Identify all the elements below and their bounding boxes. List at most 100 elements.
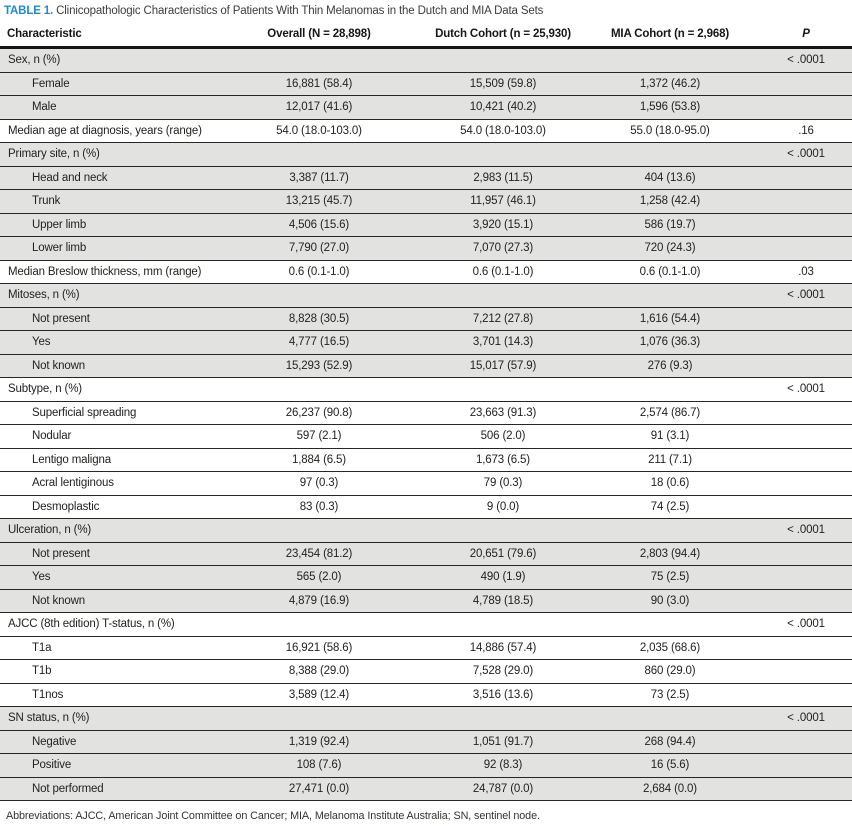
section-row: AJCC (8th edition) T-status, n (%) < .000… xyxy=(0,612,852,637)
dutch-cohort-value-cell xyxy=(400,612,606,637)
overall-value-cell: 3,387 (11.7) xyxy=(238,166,400,190)
table-row: Lentigo maligna 1,884 (6.5) 1,673 (6.5) 211… xyxy=(0,448,852,472)
mia-cohort-value-cell xyxy=(606,377,734,402)
table-row: Lower limb 7,790 (27.0) 7,070 (27.3) 720 (2… xyxy=(0,236,852,261)
mia-cohort-value-cell: 1,616 (54.4) xyxy=(606,307,734,331)
characteristic-cell: Not present xyxy=(0,307,238,331)
p-value-cell xyxy=(734,777,852,801)
characteristic-cell: T1b xyxy=(0,659,238,684)
overall-value-cell: 108 (7.6) xyxy=(238,753,400,778)
dutch-cohort-value-cell: 0.6 (0.1-1.0) xyxy=(400,260,606,284)
dutch-cohort-value-cell: 7,528 (29.0) xyxy=(400,659,606,684)
p-value-cell: < .0001 xyxy=(734,377,852,402)
p-value-cell xyxy=(734,354,852,378)
table-row: Not known 4,879 (16.9) 4,789 (18.5) 90 (3.0… xyxy=(0,589,852,613)
overall-value-cell xyxy=(238,612,400,637)
overall-value-cell: 1,319 (92.4) xyxy=(238,730,400,754)
mia-cohort-value-cell: 2,684 (0.0) xyxy=(606,777,734,801)
characteristic-cell: Head and neck xyxy=(0,166,238,190)
overall-value-cell: 27,471 (0.0) xyxy=(238,777,400,801)
characteristic-cell: Desmoplastic xyxy=(0,495,238,519)
p-value-cell: < .0001 xyxy=(734,612,852,637)
mia-cohort-value-cell: 2,035 (68.6) xyxy=(606,636,734,660)
overall-value-cell xyxy=(238,47,400,73)
mia-cohort-value-cell xyxy=(606,142,734,167)
dutch-cohort-value-cell xyxy=(400,283,606,308)
table-row: Superficial spreading 26,237 (90.8) 23,663… xyxy=(0,401,852,425)
dutch-cohort-value-cell: 3,920 (15.1) xyxy=(400,213,606,237)
dutch-cohort-value-cell: 11,957 (46.1) xyxy=(400,189,606,214)
p-value-cell xyxy=(734,683,852,707)
overall-value-cell: 3,589 (12.4) xyxy=(238,683,400,707)
p-value-cell: .03 xyxy=(734,260,852,284)
table-row: T1b 8,388 (29.0) 7,528 (29.0) 860 (29.0) xyxy=(0,659,852,684)
characteristic-cell: Not present xyxy=(0,542,238,566)
abbreviations-footnote: Abbreviations: AJCC, American Joint Comm… xyxy=(6,810,540,822)
characteristic-cell: AJCC (8th edition) T-status, n (%) xyxy=(0,612,238,637)
section-row: Subtype, n (%) < .0001 xyxy=(0,377,852,402)
characteristics-table: Characteristic Overall (N = 28,898) Dutc… xyxy=(0,23,852,801)
overall-value-cell: 54.0 (18.0-103.0) xyxy=(238,119,400,143)
column-header-p-value: P xyxy=(734,23,852,49)
characteristic-cell: Median age at diagnosis, years (range) xyxy=(0,119,238,143)
p-value-cell xyxy=(734,495,852,519)
table-row: Yes 4,777 (16.5) 3,701 (14.3) 1,076 (36.3) xyxy=(0,330,852,355)
table-row: T1nos 3,589 (12.4) 3,516 (13.6) 73 (2.5) xyxy=(0,683,852,707)
column-header-overall: Overall (N = 28,898) xyxy=(238,23,400,49)
p-value-cell xyxy=(734,659,852,684)
dutch-cohort-value-cell xyxy=(400,47,606,73)
characteristic-cell: Yes xyxy=(0,565,238,590)
dutch-cohort-value-cell: 7,070 (27.3) xyxy=(400,236,606,261)
overall-value-cell: 12,017 (41.6) xyxy=(238,95,400,120)
overall-value-cell: 4,879 (16.9) xyxy=(238,589,400,613)
dutch-cohort-value-cell: 23,663 (91.3) xyxy=(400,401,606,425)
table-row: T1a 16,921 (58.6) 14,886 (57.4) 2,035 (68.6… xyxy=(0,636,852,660)
mia-cohort-value-cell xyxy=(606,518,734,543)
p-value-cell: < .0001 xyxy=(734,706,852,731)
mia-cohort-value-cell: 1,076 (36.3) xyxy=(606,330,734,355)
overall-value-cell: 23,454 (81.2) xyxy=(238,542,400,566)
dutch-cohort-value-cell: 15,017 (57.9) xyxy=(400,354,606,378)
overall-value-cell: 8,828 (30.5) xyxy=(238,307,400,331)
table-row: Not present 8,828 (30.5) 7,212 (27.8) 1,616… xyxy=(0,307,852,331)
overall-value-cell: 16,921 (58.6) xyxy=(238,636,400,660)
column-header-characteristic: Characteristic xyxy=(0,23,238,49)
table-row: Upper limb 4,506 (15.6) 3,920 (15.1) 586 (1… xyxy=(0,213,852,237)
dutch-cohort-value-cell: 3,701 (14.3) xyxy=(400,330,606,355)
characteristic-cell: T1nos xyxy=(0,683,238,707)
mia-cohort-value-cell xyxy=(606,612,734,637)
mia-cohort-value-cell: 1,596 (53.8) xyxy=(606,95,734,120)
mia-cohort-value-cell: 404 (13.6) xyxy=(606,166,734,190)
mia-cohort-value-cell: 586 (19.7) xyxy=(606,213,734,237)
characteristic-cell: Not known xyxy=(0,589,238,613)
overall-value-cell: 0.6 (0.1-1.0) xyxy=(238,260,400,284)
mia-cohort-value-cell: 16 (5.6) xyxy=(606,753,734,778)
mia-cohort-value-cell: 55.0 (18.0-95.0) xyxy=(606,119,734,143)
p-value-cell: < .0001 xyxy=(734,283,852,308)
mia-cohort-value-cell: 74 (2.5) xyxy=(606,495,734,519)
p-value-cell xyxy=(734,448,852,472)
p-value-cell xyxy=(734,542,852,566)
overall-value-cell: 26,237 (90.8) xyxy=(238,401,400,425)
table-title: TABLE 1. Clinicopathologic Characteristi… xyxy=(0,0,852,23)
overall-value-cell xyxy=(238,706,400,731)
characteristic-cell: Lentigo maligna xyxy=(0,448,238,472)
dutch-cohort-value-cell: 14,886 (57.4) xyxy=(400,636,606,660)
characteristic-cell: Upper limb xyxy=(0,213,238,237)
mia-cohort-value-cell: 0.6 (0.1-1.0) xyxy=(606,260,734,284)
dutch-cohort-value-cell xyxy=(400,518,606,543)
overall-value-cell: 565 (2.0) xyxy=(238,565,400,590)
p-value-cell: < .0001 xyxy=(734,518,852,543)
dutch-cohort-value-cell: 7,212 (27.8) xyxy=(400,307,606,331)
section-row: Median age at diagnosis, years (range) 54… xyxy=(0,119,852,143)
table-number-label: TABLE 1. xyxy=(4,5,54,17)
overall-value-cell: 7,790 (27.0) xyxy=(238,236,400,261)
overall-value-cell xyxy=(238,142,400,167)
p-value-cell xyxy=(734,236,852,261)
dutch-cohort-value-cell: 92 (8.3) xyxy=(400,753,606,778)
characteristic-cell: Female xyxy=(0,72,238,96)
overall-value-cell: 597 (2.1) xyxy=(238,424,400,449)
table-row: Yes 565 (2.0) 490 (1.9) 75 (2.5) xyxy=(0,565,852,590)
overall-value-cell xyxy=(238,377,400,402)
